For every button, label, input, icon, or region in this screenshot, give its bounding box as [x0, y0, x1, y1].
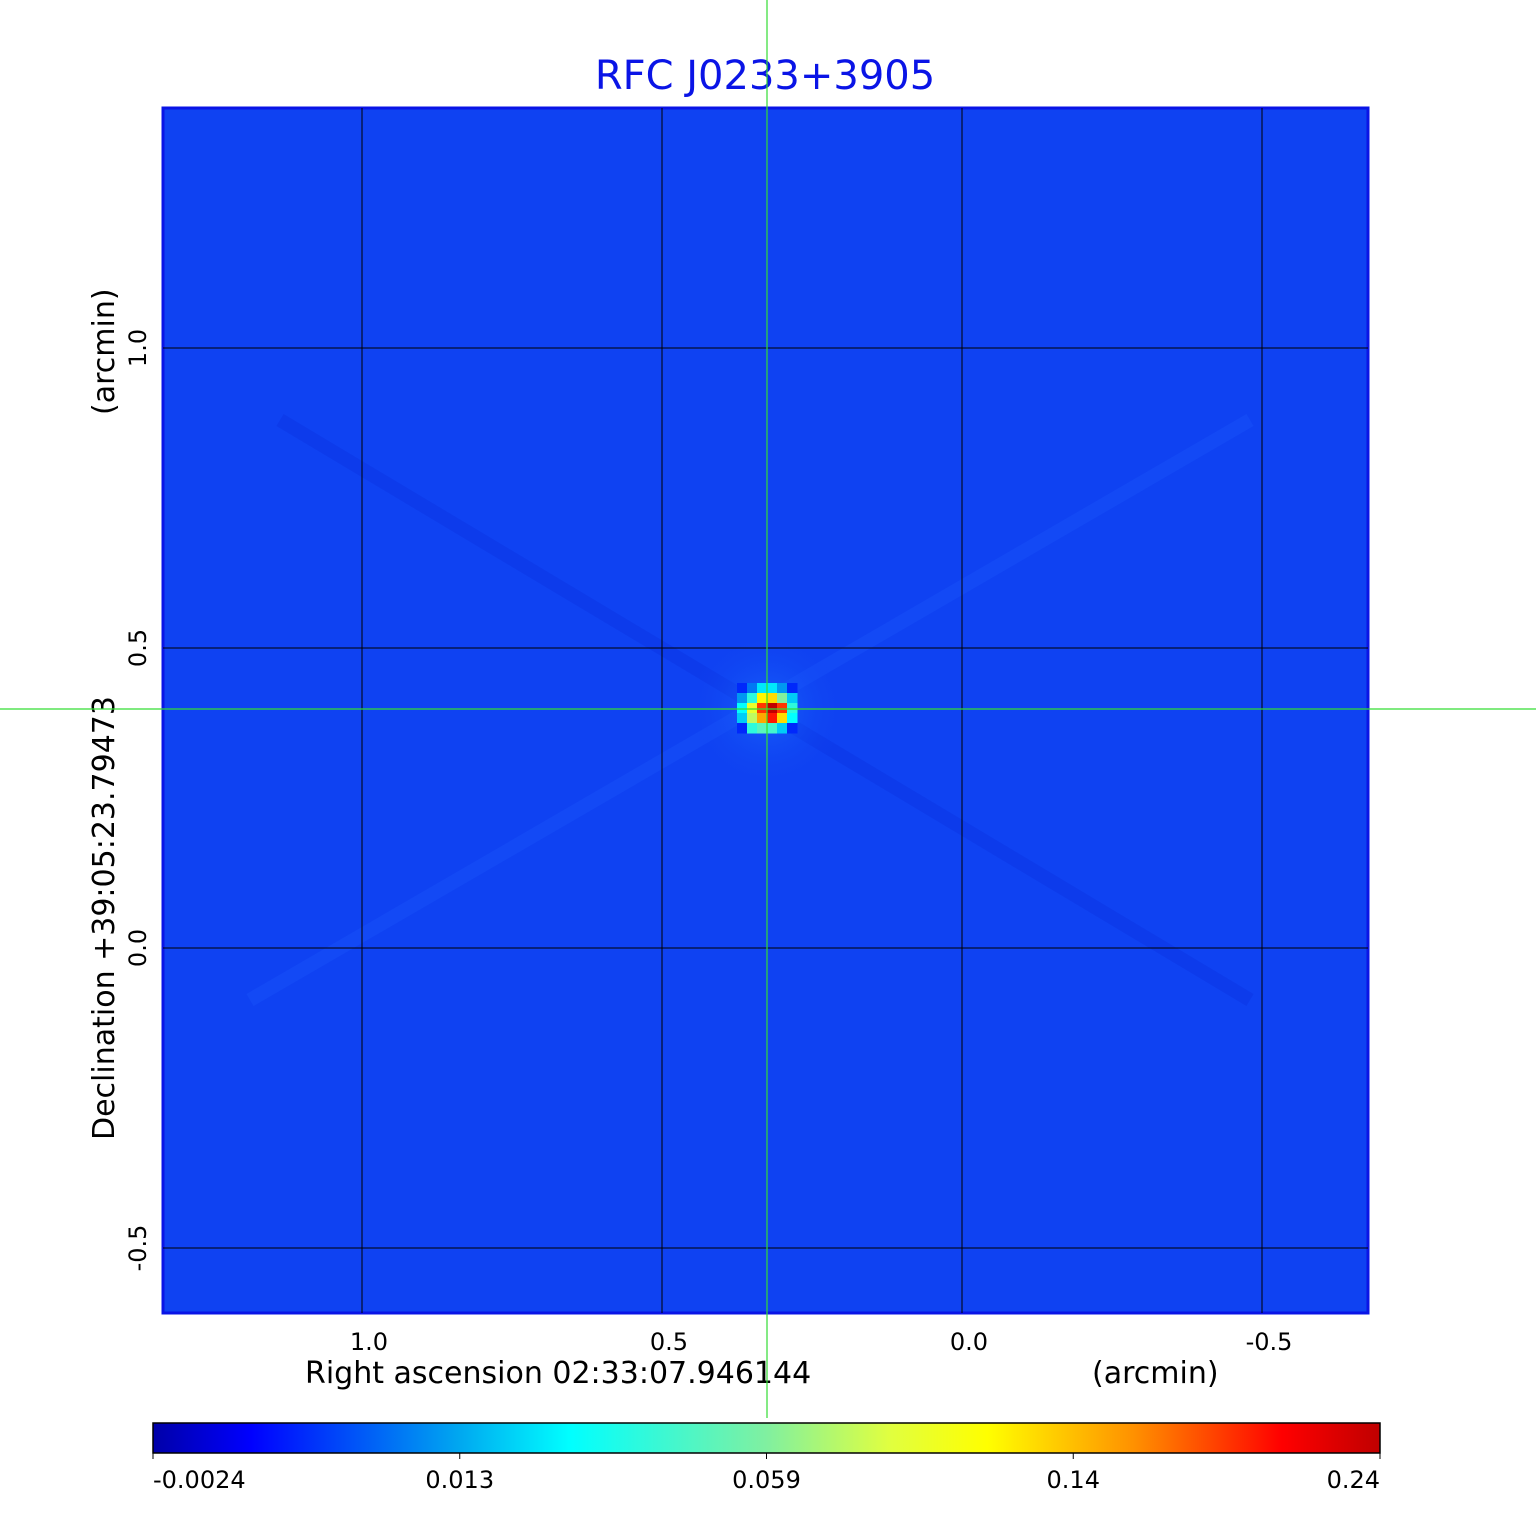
source-pixel	[767, 703, 778, 714]
source-pixel	[737, 723, 748, 734]
y-axis-unit: (arcmin)	[87, 288, 122, 415]
source-pixel	[787, 703, 798, 714]
source-pixel	[747, 713, 758, 724]
source-pixel	[737, 703, 748, 714]
source-pixel	[767, 713, 778, 724]
source-pixel	[777, 703, 788, 714]
x-tick-label: -0.5	[1246, 1328, 1293, 1356]
source-pixel	[737, 713, 748, 724]
colorbar-tick-label: 0.059	[732, 1466, 801, 1494]
grid-lines	[163, 108, 1368, 1313]
source-pixels	[737, 683, 798, 734]
colorbar-ticks: -0.0024 0.013 0.059 0.14 0.24	[152, 1453, 1381, 1494]
colorbar-tick-label: 0.013	[425, 1466, 494, 1494]
source-pixel	[747, 683, 758, 694]
source-pixel	[777, 723, 788, 734]
source-pixel	[757, 723, 768, 734]
colorbar-tick-label: -0.0024	[153, 1466, 246, 1494]
source-pixel	[777, 713, 788, 724]
source-pixel	[757, 683, 768, 694]
y-tick-label: 0.0	[124, 929, 152, 967]
y-axis-label: Declination +39:05:23.79473	[87, 696, 122, 1140]
source-pixel	[737, 683, 748, 694]
source-pixel	[767, 723, 778, 734]
colorbar-tick-label: 0.14	[1047, 1466, 1100, 1494]
source-pixel	[787, 693, 798, 704]
source-pixel	[747, 723, 758, 734]
source-pixel	[767, 683, 778, 694]
colorbar-tick-label: 0.24	[1327, 1466, 1380, 1494]
colorbar-gradient	[152, 1422, 1381, 1454]
x-tick-label: 0.5	[650, 1328, 688, 1356]
image-area	[161, 106, 1370, 1315]
source-pixel	[777, 693, 788, 704]
y-tick-label: -0.5	[124, 1225, 152, 1272]
chart-title: RFC J0233+3905	[595, 53, 935, 99]
source-pixel	[747, 693, 758, 704]
source-pixel	[787, 723, 798, 734]
source-pixel	[737, 693, 748, 704]
x-axis-label: Right ascension 02:33:07.946144	[305, 1356, 811, 1391]
x-tick-label: 1.0	[350, 1328, 388, 1356]
source-pixel	[757, 713, 768, 724]
source-pixel	[757, 703, 768, 714]
source-pixel	[787, 713, 798, 724]
source-pixel	[747, 703, 758, 714]
tick-labels: 1.0 0.5 0.0 -0.5 1.0 0.5 0.0 -0.5	[124, 329, 1292, 1356]
y-tick-label: 1.0	[124, 329, 152, 367]
source-pixel	[767, 693, 778, 704]
source-pixel	[777, 683, 788, 694]
source-pixel	[757, 693, 768, 704]
y-tick-label: 0.5	[124, 629, 152, 667]
x-axis-unit: (arcmin)	[1092, 1356, 1219, 1391]
x-tick-label: 0.0	[950, 1328, 988, 1356]
source-pixel	[787, 683, 798, 694]
colorbar: -0.0024 0.013 0.059 0.14 0.24	[152, 1422, 1381, 1494]
